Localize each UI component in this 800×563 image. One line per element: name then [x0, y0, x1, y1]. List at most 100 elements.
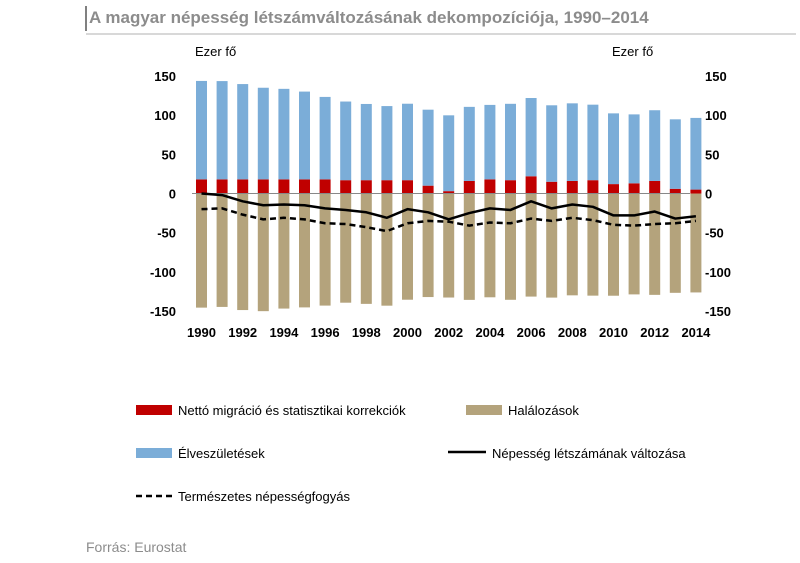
bar-deaths — [257, 193, 269, 312]
bar-deaths — [628, 193, 640, 295]
x-tick-label: 1994 — [269, 325, 299, 340]
legend-label-deaths: Halálozások — [508, 403, 579, 418]
bar-deaths — [278, 193, 290, 309]
bar-births — [649, 110, 661, 181]
bar-births — [463, 106, 475, 181]
bar-births — [216, 81, 228, 180]
bar-migration — [690, 189, 702, 194]
bar-births — [566, 103, 578, 181]
legend-label-natural-decrease: Természetes népességfogyás — [178, 489, 350, 504]
bar-deaths — [669, 193, 681, 293]
bar-births — [278, 88, 290, 180]
x-tick-label: 1992 — [228, 325, 257, 340]
bar-deaths — [505, 193, 516, 300]
line-population-change — [201, 192, 697, 221]
bar-migration — [443, 191, 455, 194]
left-y-tick-label: -100 — [150, 265, 176, 280]
legend-label-migration: Nettó migráció és statisztikai korrekció… — [178, 403, 406, 418]
right-y-tick-label: 0 — [705, 187, 712, 202]
bar-deaths — [340, 193, 352, 303]
bar-migration — [546, 181, 558, 194]
left-axis-unit: Ezer fő — [195, 44, 236, 59]
bar-deaths — [690, 193, 702, 293]
x-tick-label: 1990 — [187, 325, 216, 340]
bar-migration — [608, 184, 619, 194]
bar-deaths — [360, 193, 372, 304]
x-axis: 1990 1992 1994 1996 1998 2000 2002 2004 2006 2008… — [187, 325, 711, 340]
x-tick-label: 2006 — [517, 325, 546, 340]
bar-births — [525, 98, 537, 177]
bar-deaths — [422, 193, 434, 298]
bar-migration — [463, 180, 475, 194]
left-y-tick-label: 100 — [154, 108, 176, 123]
right-y-tick-label: -50 — [705, 226, 724, 241]
right-y-tick-label: 50 — [705, 147, 719, 162]
bar-migration — [237, 179, 249, 194]
x-tick-label: 2012 — [640, 325, 669, 340]
bar-deaths — [319, 193, 331, 306]
bar-births — [505, 103, 516, 181]
bar-deaths — [402, 193, 413, 300]
left-y-tick-label: -150 — [150, 304, 176, 319]
bar-deaths — [196, 193, 207, 308]
bar-migration — [649, 180, 661, 194]
bar-births — [546, 105, 558, 182]
bar-births — [299, 91, 310, 180]
bar-deaths — [463, 193, 475, 300]
right-y-tick-label: -100 — [705, 265, 731, 280]
legend-swatch-births — [136, 448, 172, 458]
x-tick-label: 2004 — [475, 325, 505, 340]
bar-migration — [381, 180, 393, 194]
bar-births — [669, 119, 681, 189]
right-axis-unit: Ezer fő — [612, 44, 653, 59]
right-y-tick-label: 100 — [705, 108, 727, 123]
x-tick-label: 2008 — [558, 325, 587, 340]
bar-migration — [319, 179, 331, 194]
bar-deaths — [566, 193, 578, 296]
bar-migration — [628, 183, 640, 194]
bar-migration — [299, 179, 310, 194]
bar-deaths — [237, 193, 249, 311]
bar-migration — [257, 179, 269, 194]
bar-migration — [422, 185, 434, 194]
left-y-tick-label: 0 — [169, 187, 176, 202]
bar-deaths — [525, 193, 537, 297]
bar-migration — [360, 180, 372, 194]
bar-deaths — [484, 193, 496, 298]
bar-births — [484, 104, 496, 180]
bar-births — [381, 106, 393, 181]
x-tick-label: 2010 — [599, 325, 628, 340]
bar-deaths — [587, 193, 599, 296]
bar-migration — [525, 176, 537, 194]
legend-label-population-change: Népesség létszámának változása — [492, 446, 686, 461]
x-tick-label: 2000 — [393, 325, 422, 340]
left-y-tick-label: 50 — [162, 147, 176, 162]
line-natural-decrease — [201, 207, 697, 233]
bar-deaths — [299, 193, 310, 308]
bar-migration — [196, 179, 207, 194]
bar-births — [690, 117, 702, 190]
bar-migration — [402, 180, 413, 194]
right-y-axis: 150 100 50 0 -50 -100 -150 — [705, 69, 731, 319]
bar-deaths — [649, 193, 661, 295]
bar-births — [443, 115, 455, 192]
bar-deaths — [608, 193, 619, 296]
legend-swatch-migration — [136, 405, 172, 415]
bar-deaths — [216, 193, 228, 307]
bar-migration — [278, 179, 290, 194]
legend: Nettó migráció és statisztikai korrekció… — [136, 403, 686, 504]
left-y-tick-label: 150 — [154, 69, 176, 84]
legend-swatch-deaths — [466, 405, 502, 415]
bar-births — [237, 84, 249, 180]
bar-migration — [340, 180, 352, 194]
bar-migration — [216, 179, 228, 194]
bar-births — [587, 104, 599, 181]
x-tick-label: 1996 — [311, 325, 340, 340]
x-tick-label: 2002 — [434, 325, 463, 340]
bar-births — [340, 101, 352, 181]
bar-births — [257, 87, 269, 180]
bar-migration — [566, 180, 578, 194]
bar-migration — [505, 180, 516, 194]
left-y-tick-label: -50 — [157, 226, 176, 241]
